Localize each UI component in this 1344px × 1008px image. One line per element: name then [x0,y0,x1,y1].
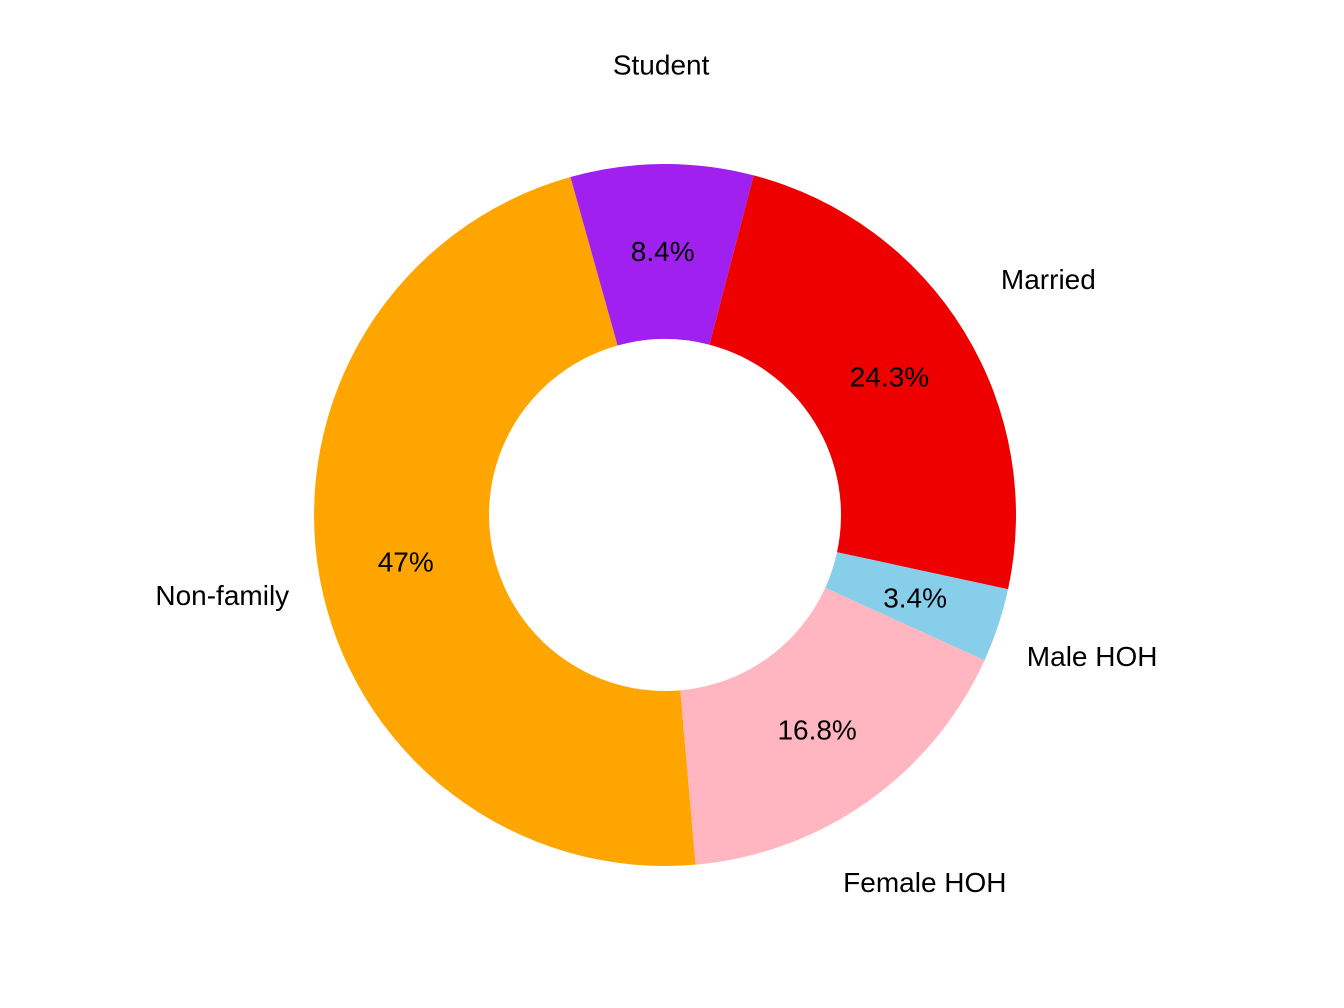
category-label-married: Married [1001,264,1096,295]
slice-non-family [314,176,696,866]
value-label-student: 8.4% [631,236,695,267]
category-labels-layer: Non-family Student Married Male HOH Female H… [155,50,1157,898]
value-label-non-family: 47% [378,547,434,578]
value-labels-layer: 47% 8.4% 24.3% 3.4% 16.8% [378,236,947,746]
category-label-male-hoh: Male HOH [1027,641,1158,672]
value-label-male-hoh: 3.4% [883,582,947,613]
value-label-married: 24.3% [850,362,929,393]
category-label-non-family: Non-family [155,580,289,611]
slice-female-hoh [680,587,985,865]
slice-male-hoh [825,552,1009,661]
slice-student [570,164,754,346]
slices-layer [314,164,1016,866]
slice-married [709,175,1016,590]
value-label-female-hoh: 16.8% [777,715,856,746]
category-label-female-hoh: Female HOH [843,867,1006,898]
category-label-student: Student [613,50,710,81]
